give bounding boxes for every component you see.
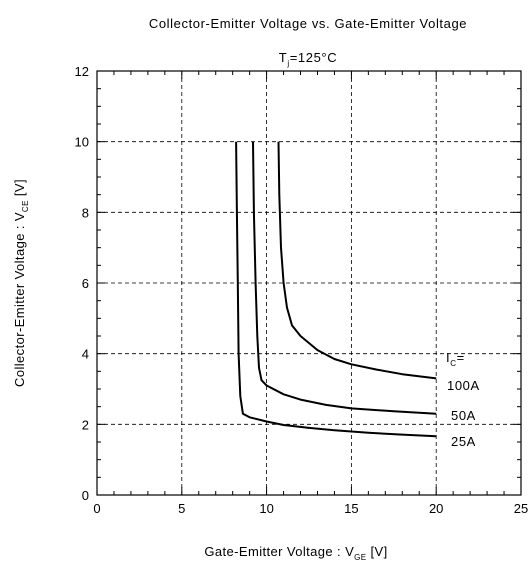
series-line-100a (277, 141, 437, 380)
chart-subtitle: Tj=125°C (279, 50, 337, 68)
y-tick-labels: 0 2 4 6 8 10 12 (75, 64, 89, 503)
x-tick-label: 15 (344, 501, 358, 516)
series-line-50a (252, 141, 437, 415)
x-tick-label: 10 (259, 501, 273, 516)
y-tick-label: 4 (82, 347, 89, 362)
x-axis-label-sub: GE (354, 553, 366, 562)
y-axis-label: Collector-Emitter Voltage : VCE [V] (12, 179, 30, 387)
subtitle-main: T (279, 50, 288, 65)
legend-header: IC= (446, 350, 465, 368)
x-axis-label-main: Gate-Emitter Voltage : V (204, 544, 354, 559)
ic-legend: IC= 100A 50A 25A (446, 350, 480, 449)
y-tick-label: 6 (82, 276, 89, 291)
x-axis-label-rest: [V] (367, 544, 388, 559)
y-tick-label: 0 (82, 488, 89, 503)
tick-marks (96, 70, 522, 496)
series-label-50a: 50A (451, 408, 476, 423)
subtitle-rest: =125°C (290, 50, 337, 65)
series-lines (235, 141, 437, 438)
x-tick-label: 5 (178, 501, 185, 516)
subtitle-sub: j (286, 59, 289, 68)
y-tick-label: 12 (75, 64, 89, 79)
grid-lines (97, 71, 521, 495)
x-tick-label: 0 (93, 501, 100, 516)
legend-header-sub: C (450, 359, 456, 368)
series-label-25a: 25A (451, 434, 476, 449)
x-tick-label: 20 (429, 501, 443, 516)
y-axis-label-rest: [V] (12, 179, 27, 200)
x-tick-label: 25 (514, 501, 528, 516)
y-axis-label-main: Collector-Emitter Voltage : V (12, 212, 27, 387)
y-tick-label: 2 (82, 417, 89, 432)
y-tick-label: 10 (75, 135, 89, 150)
legend-header-rest: = (457, 350, 465, 365)
y-tick-label: 8 (82, 205, 89, 220)
series-line-25a (235, 141, 437, 438)
x-axis-label: Gate-Emitter Voltage : VGE [V] (204, 544, 387, 562)
x-tick-labels: 0 5 10 15 20 25 (93, 501, 528, 516)
y-axis-label-sub: CE (21, 200, 30, 212)
chart-title: Collector-Emitter Voltage vs. Gate-Emitt… (149, 16, 467, 31)
series-label-100a: 100A (447, 378, 480, 393)
legend-header-main: I (446, 350, 450, 365)
